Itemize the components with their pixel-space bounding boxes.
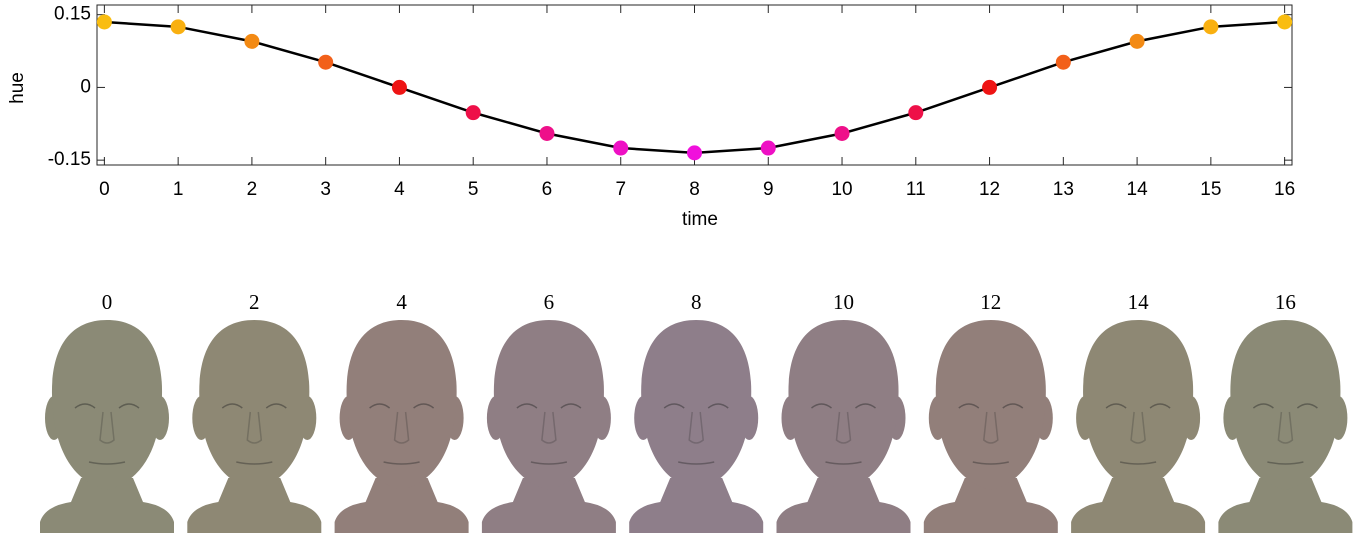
- point: [1203, 19, 1218, 34]
- point: [835, 126, 850, 141]
- face-label: 14: [1128, 290, 1150, 314]
- point: [244, 34, 259, 49]
- face-label: 2: [249, 290, 260, 314]
- x-tick-label: 7: [615, 179, 626, 200]
- point: [982, 80, 997, 95]
- face-label: 12: [980, 290, 1001, 314]
- face-image: [187, 320, 321, 533]
- x-tick-label: 13: [1053, 179, 1074, 200]
- point: [1130, 34, 1145, 49]
- point: [539, 126, 554, 141]
- line: [104, 22, 1284, 153]
- x-tick-label: 4: [394, 179, 405, 200]
- y-tick-label: 0: [80, 76, 91, 97]
- point: [1277, 14, 1292, 29]
- x-tick-label: 0: [99, 179, 110, 200]
- x-tick-label: 14: [1127, 179, 1149, 200]
- point: [761, 141, 776, 156]
- x-tick-label: 15: [1200, 179, 1221, 200]
- face-image: [629, 320, 763, 533]
- x-tick-label: 5: [468, 179, 479, 200]
- point: [171, 19, 186, 34]
- face-image: [40, 320, 174, 533]
- face-image: [777, 320, 911, 533]
- face-label: 4: [396, 290, 407, 314]
- face-label: 6: [544, 290, 555, 314]
- face-label: 10: [833, 290, 854, 314]
- x-tick-label: 6: [542, 179, 553, 200]
- point: [1056, 55, 1071, 70]
- x-axis-label: time: [682, 209, 718, 230]
- axes-frame: [97, 5, 1292, 165]
- point: [318, 55, 333, 70]
- face-image: [482, 320, 616, 533]
- x-tick-label: 16: [1274, 179, 1295, 200]
- figure: time hue -0.1500.15012345678910111213141…: [0, 0, 1353, 533]
- x-tick-label: 3: [320, 179, 331, 200]
- y-axis-label: hue: [7, 72, 28, 104]
- x-tick-label: 2: [247, 179, 258, 200]
- face-label: 0: [102, 290, 113, 314]
- x-tick-label: 9: [763, 179, 774, 200]
- point: [392, 80, 407, 95]
- point: [466, 105, 481, 120]
- y-tick-label: -0.15: [48, 149, 91, 170]
- face-label: 8: [691, 290, 702, 314]
- face-image: [1218, 320, 1352, 533]
- point: [97, 14, 112, 29]
- face-image: [335, 320, 469, 533]
- y-tick-label: 0.15: [54, 4, 91, 25]
- face-image: [924, 320, 1058, 533]
- x-tick-label: 1: [173, 179, 184, 200]
- point: [687, 145, 702, 160]
- face-image: [1071, 320, 1205, 533]
- x-tick-label: 12: [979, 179, 1000, 200]
- x-tick-label: 10: [831, 179, 852, 200]
- face-label: 16: [1275, 290, 1296, 314]
- point: [908, 105, 923, 120]
- point: [613, 141, 628, 156]
- x-tick-label: 11: [906, 179, 926, 200]
- x-tick-label: 8: [689, 179, 700, 200]
